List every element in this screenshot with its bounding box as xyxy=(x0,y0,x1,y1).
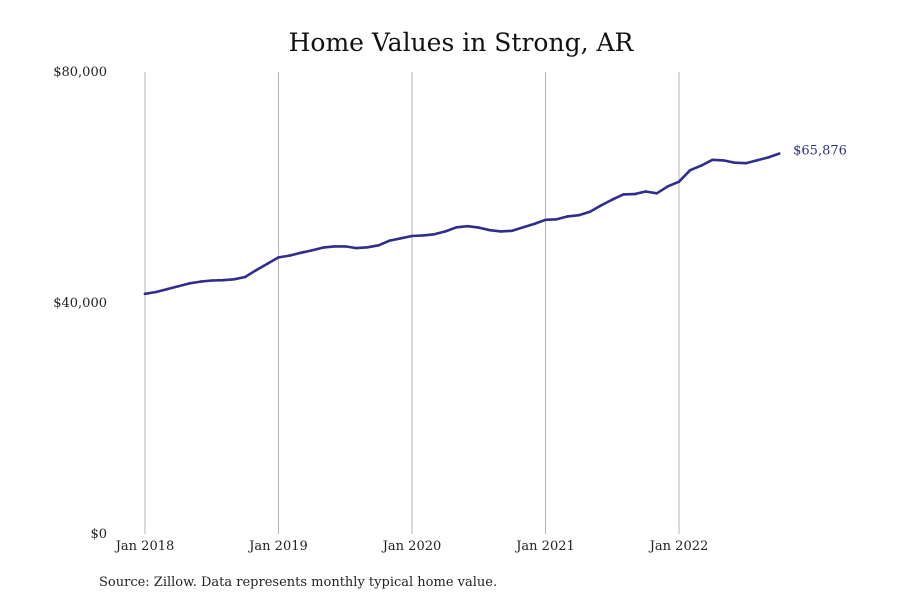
data-point xyxy=(722,159,725,162)
data-point xyxy=(399,237,403,240)
chart-title: Home Values in Strong, AR xyxy=(289,28,635,57)
data-point xyxy=(288,254,291,257)
data-point xyxy=(711,158,714,162)
data-point xyxy=(688,168,692,172)
data-point xyxy=(266,262,269,266)
x-tick-label: Jan 2019 xyxy=(247,539,308,554)
y-tick-label: $40,000 xyxy=(53,296,107,311)
data-point xyxy=(254,268,258,272)
data-point xyxy=(510,229,514,233)
data-point xyxy=(499,230,503,233)
data-point xyxy=(421,234,425,237)
data-point xyxy=(577,213,581,217)
end-value-label: $65,876 xyxy=(793,144,847,159)
data-point xyxy=(177,285,180,288)
data-point xyxy=(321,246,325,249)
y-tick-label: $0 xyxy=(90,527,107,542)
data-point xyxy=(733,161,736,164)
data-point xyxy=(377,244,380,247)
data-point xyxy=(488,228,492,232)
data-point xyxy=(344,245,347,248)
data-point xyxy=(455,226,458,229)
series-line xyxy=(143,152,781,296)
data-point xyxy=(154,290,158,294)
data-point xyxy=(555,218,558,221)
data-point xyxy=(566,215,570,218)
data-point xyxy=(410,234,414,238)
data-point xyxy=(544,218,547,222)
data-point xyxy=(700,164,703,167)
x-axis-ticks: Jan 2018 Jan 2019 Jan 2020 Jan 2021 Jan 2022 xyxy=(114,539,709,554)
data-point xyxy=(666,185,670,188)
data-point xyxy=(388,239,392,242)
data-point xyxy=(633,192,636,196)
data-point xyxy=(366,246,369,249)
y-axis-ticks: $0 $40,000 $80,000 xyxy=(53,65,107,542)
data-point xyxy=(611,198,614,201)
data-point xyxy=(644,190,647,193)
data-point xyxy=(622,193,625,196)
data-point xyxy=(332,245,336,248)
data-point xyxy=(777,152,781,155)
data-point xyxy=(744,161,748,165)
x-tick-label: Jan 2018 xyxy=(114,539,175,554)
data-point xyxy=(444,230,447,233)
data-point xyxy=(299,251,303,255)
series-layer: $65,876 xyxy=(143,144,847,296)
source-note: Source: Zillow. Data represents monthly … xyxy=(99,575,497,590)
y-tick-label: $80,000 xyxy=(53,65,107,80)
x-tick-label: Jan 2022 xyxy=(648,539,709,554)
data-point xyxy=(210,279,214,282)
data-point xyxy=(243,275,247,279)
data-point xyxy=(755,159,759,162)
grid-lines xyxy=(144,72,680,534)
data-point xyxy=(310,249,314,252)
data-point xyxy=(766,156,770,159)
data-point xyxy=(166,287,169,291)
data-point xyxy=(588,210,592,214)
data-point xyxy=(232,278,236,281)
data-point xyxy=(188,282,191,285)
data-point xyxy=(677,180,681,183)
data-point xyxy=(143,292,147,296)
data-point xyxy=(199,280,202,283)
data-point xyxy=(433,233,436,236)
data-point xyxy=(466,224,469,228)
x-tick-label: Jan 2020 xyxy=(381,539,442,554)
data-point xyxy=(655,192,659,195)
data-point xyxy=(221,278,225,282)
data-point xyxy=(355,246,358,250)
data-point xyxy=(477,226,481,229)
data-point xyxy=(533,222,536,226)
x-tick-label: Jan 2021 xyxy=(514,539,575,554)
data-point xyxy=(599,204,603,207)
data-point xyxy=(522,226,525,229)
data-point xyxy=(277,256,280,259)
